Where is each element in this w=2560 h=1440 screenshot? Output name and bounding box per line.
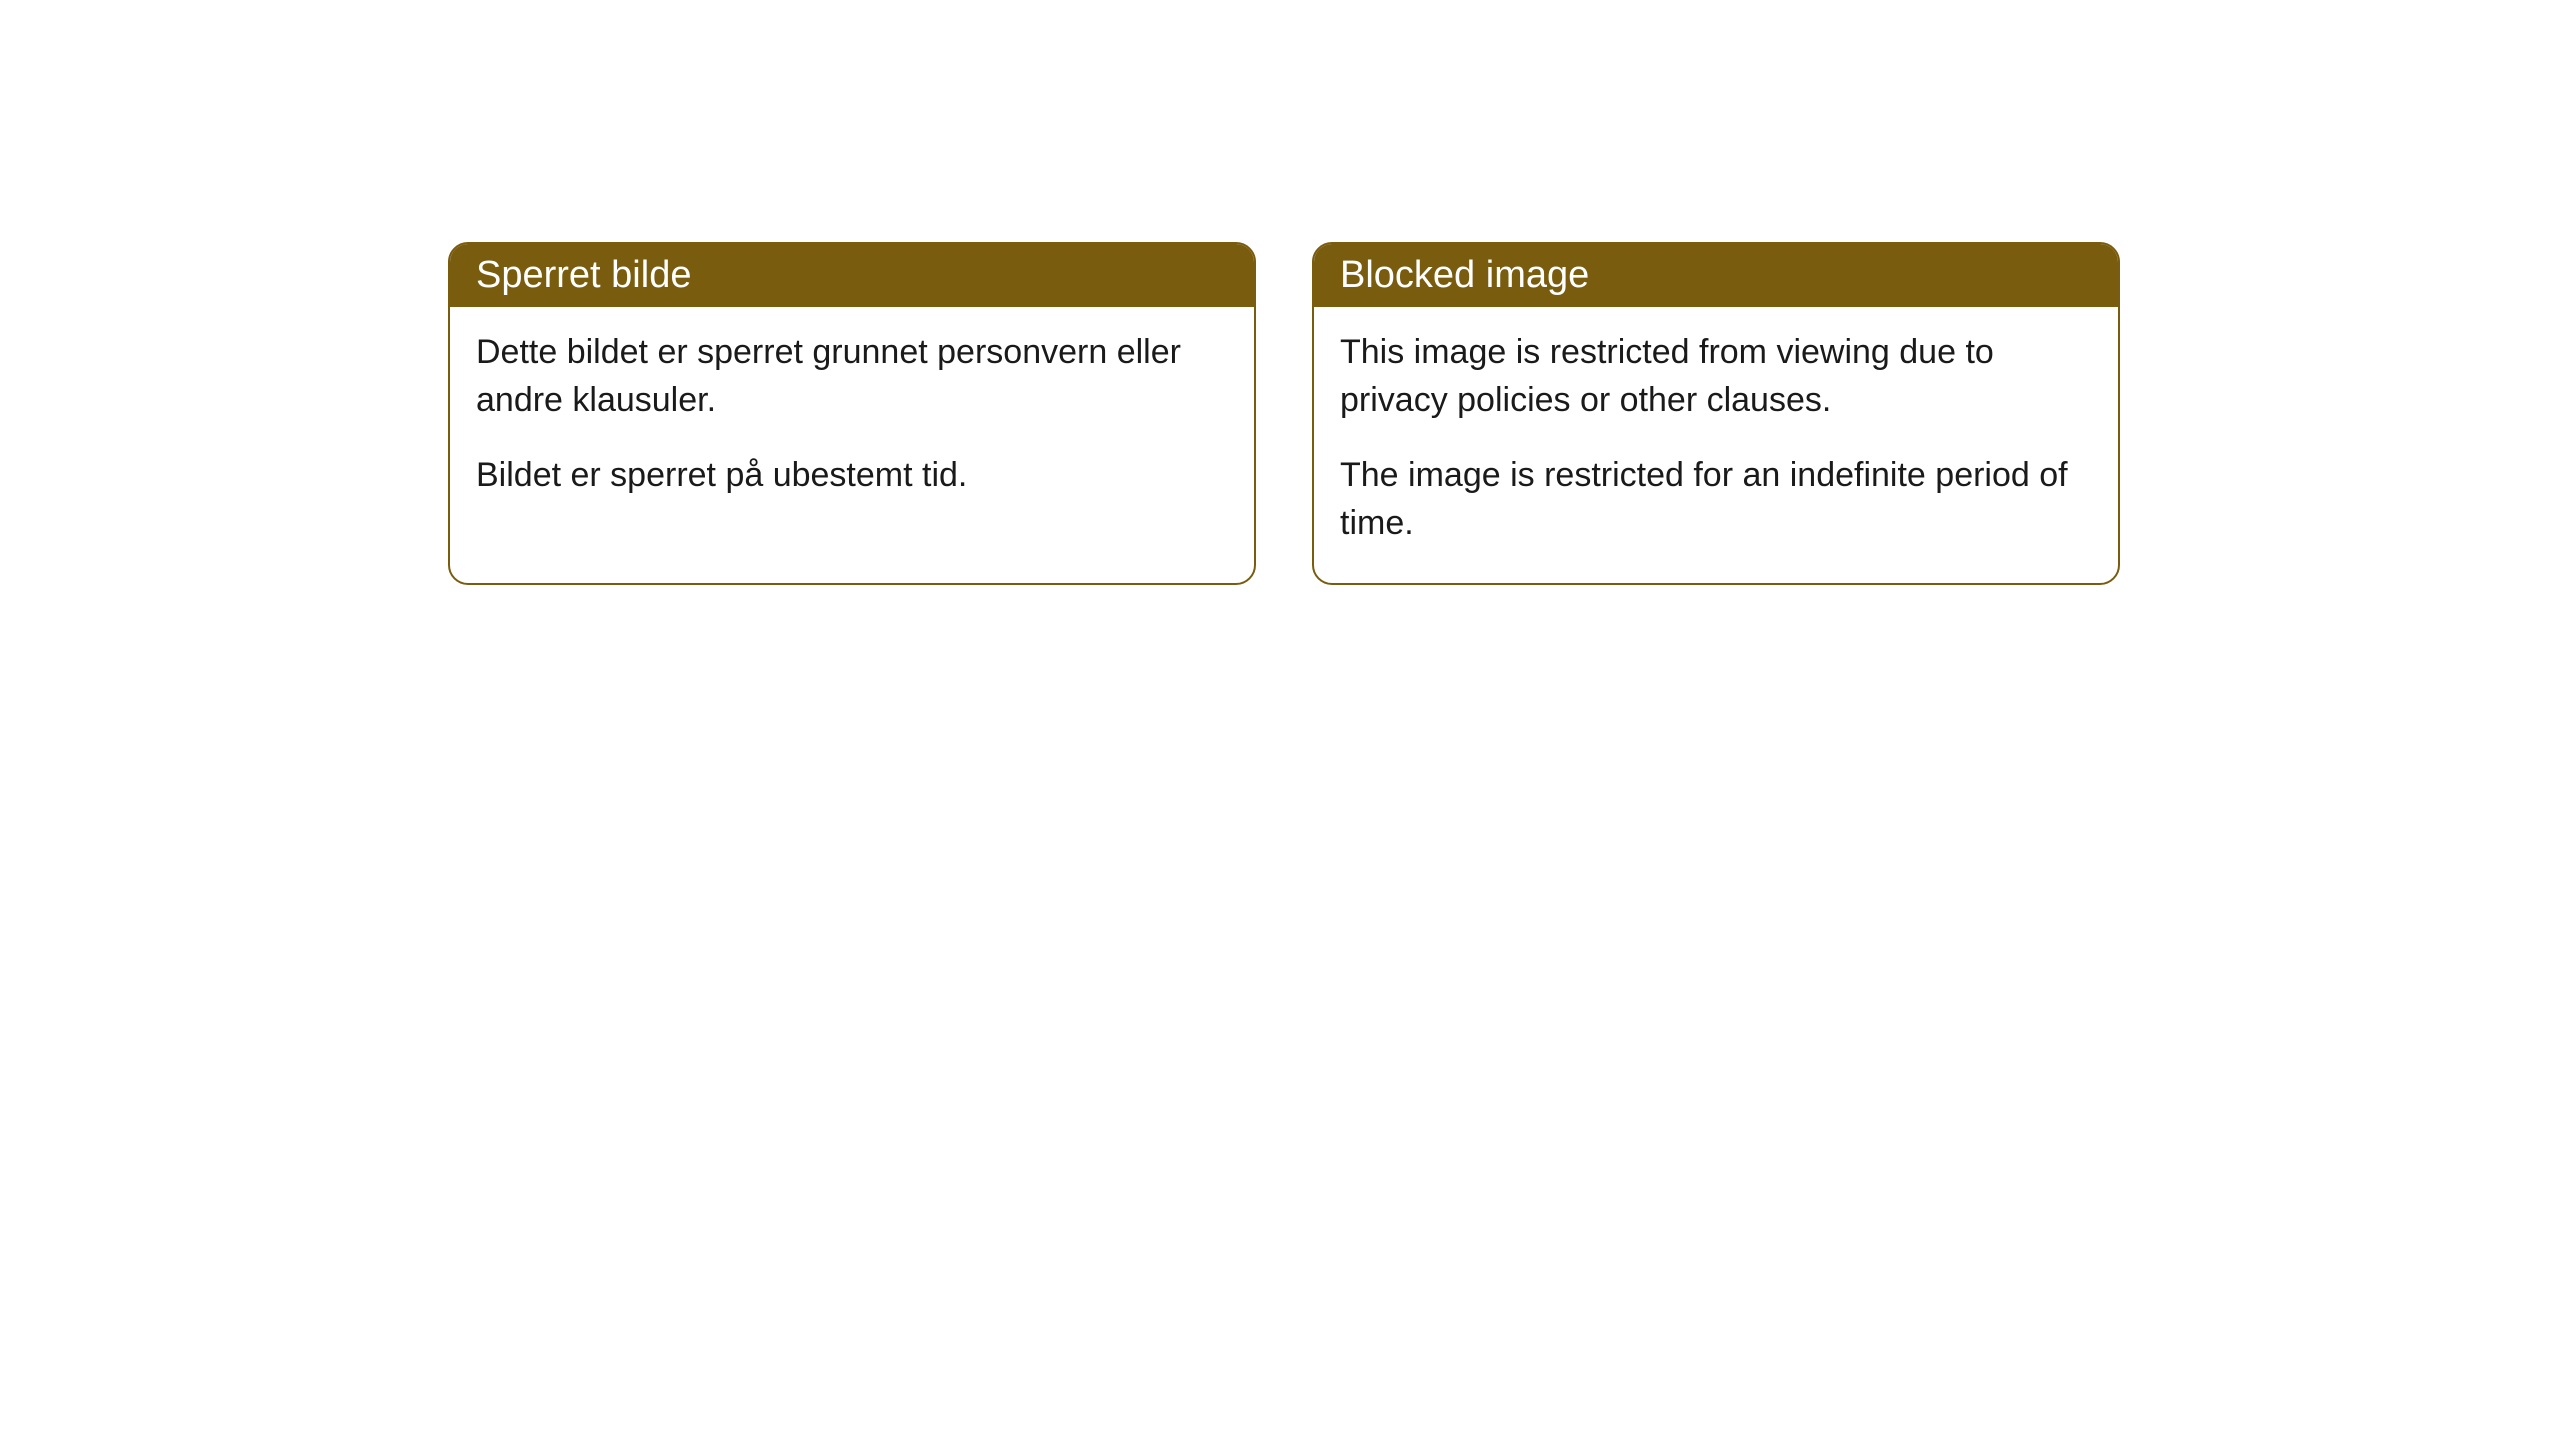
cards-container: Sperret bilde Dette bildet er sperret gr… [448,242,2120,585]
card-paragraph-1: This image is restricted from viewing du… [1340,329,2092,424]
card-paragraph-2: Bildet er sperret på ubestemt tid. [476,452,1228,500]
card-header-english: Blocked image [1314,244,2118,307]
card-norwegian: Sperret bilde Dette bildet er sperret gr… [448,242,1256,585]
card-header-norwegian: Sperret bilde [450,244,1254,307]
card-body-english: This image is restricted from viewing du… [1314,307,2118,583]
card-paragraph-1: Dette bildet er sperret grunnet personve… [476,329,1228,424]
card-english: Blocked image This image is restricted f… [1312,242,2120,585]
card-paragraph-2: The image is restricted for an indefinit… [1340,452,2092,547]
card-body-norwegian: Dette bildet er sperret grunnet personve… [450,307,1254,536]
